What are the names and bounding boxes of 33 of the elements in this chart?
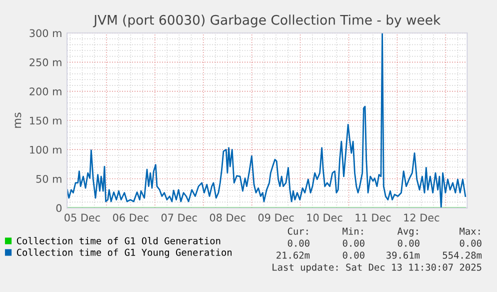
chart-title: JVM (port 60030) Garbage Collection Time - by week bbox=[92, 14, 441, 28]
text: 0.00 bbox=[288, 240, 310, 247]
y-tick-label: 100 m bbox=[30, 146, 62, 154]
x-tick-label: 09 Dec bbox=[258, 214, 294, 222]
x-tick-label: 07 Dec bbox=[161, 214, 197, 222]
text: 39.61m bbox=[386, 252, 420, 259]
y-tick-label: 250 m bbox=[30, 58, 62, 66]
text: Cur: bbox=[288, 228, 308, 235]
x-tick-label: 11 Dec bbox=[356, 214, 391, 222]
text: 0.00 bbox=[342, 252, 364, 259]
legend-label: Collection time of G1 Old Generation bbox=[16, 237, 220, 244]
text: 0.00 bbox=[460, 240, 482, 247]
text: 0.00 bbox=[342, 240, 364, 247]
text: Min: bbox=[342, 227, 363, 235]
text: 21.62m bbox=[276, 252, 310, 259]
x-tick-label: 08 Dec bbox=[210, 214, 246, 222]
x-tick-label: 10 Dec bbox=[307, 214, 342, 222]
y-tick-label: 150 m bbox=[30, 116, 62, 125]
y-tick-label: 300 m bbox=[30, 29, 62, 38]
x-tick-label: 05 Dec bbox=[64, 214, 100, 222]
x-tick-label: 12 Dec bbox=[404, 214, 440, 222]
text: 554.28m bbox=[442, 252, 482, 259]
legend-label: Collection time of G1 Young Generation bbox=[16, 248, 232, 258]
text: Avg: bbox=[397, 228, 418, 237]
text: Last update: Sat Dec 13 11:30:07 2025 bbox=[272, 263, 482, 273]
y-tick-label: 200 m bbox=[30, 88, 62, 96]
x-tick-label: 06 Dec bbox=[113, 214, 148, 222]
y-axis-title: ms bbox=[14, 112, 22, 128]
y-tick-label: 50 m bbox=[36, 174, 62, 183]
text: 0.00 bbox=[398, 240, 420, 247]
text: Max: bbox=[460, 228, 480, 235]
line-series bbox=[67, 32, 466, 208]
y-tick-label: 0 bbox=[56, 204, 62, 212]
